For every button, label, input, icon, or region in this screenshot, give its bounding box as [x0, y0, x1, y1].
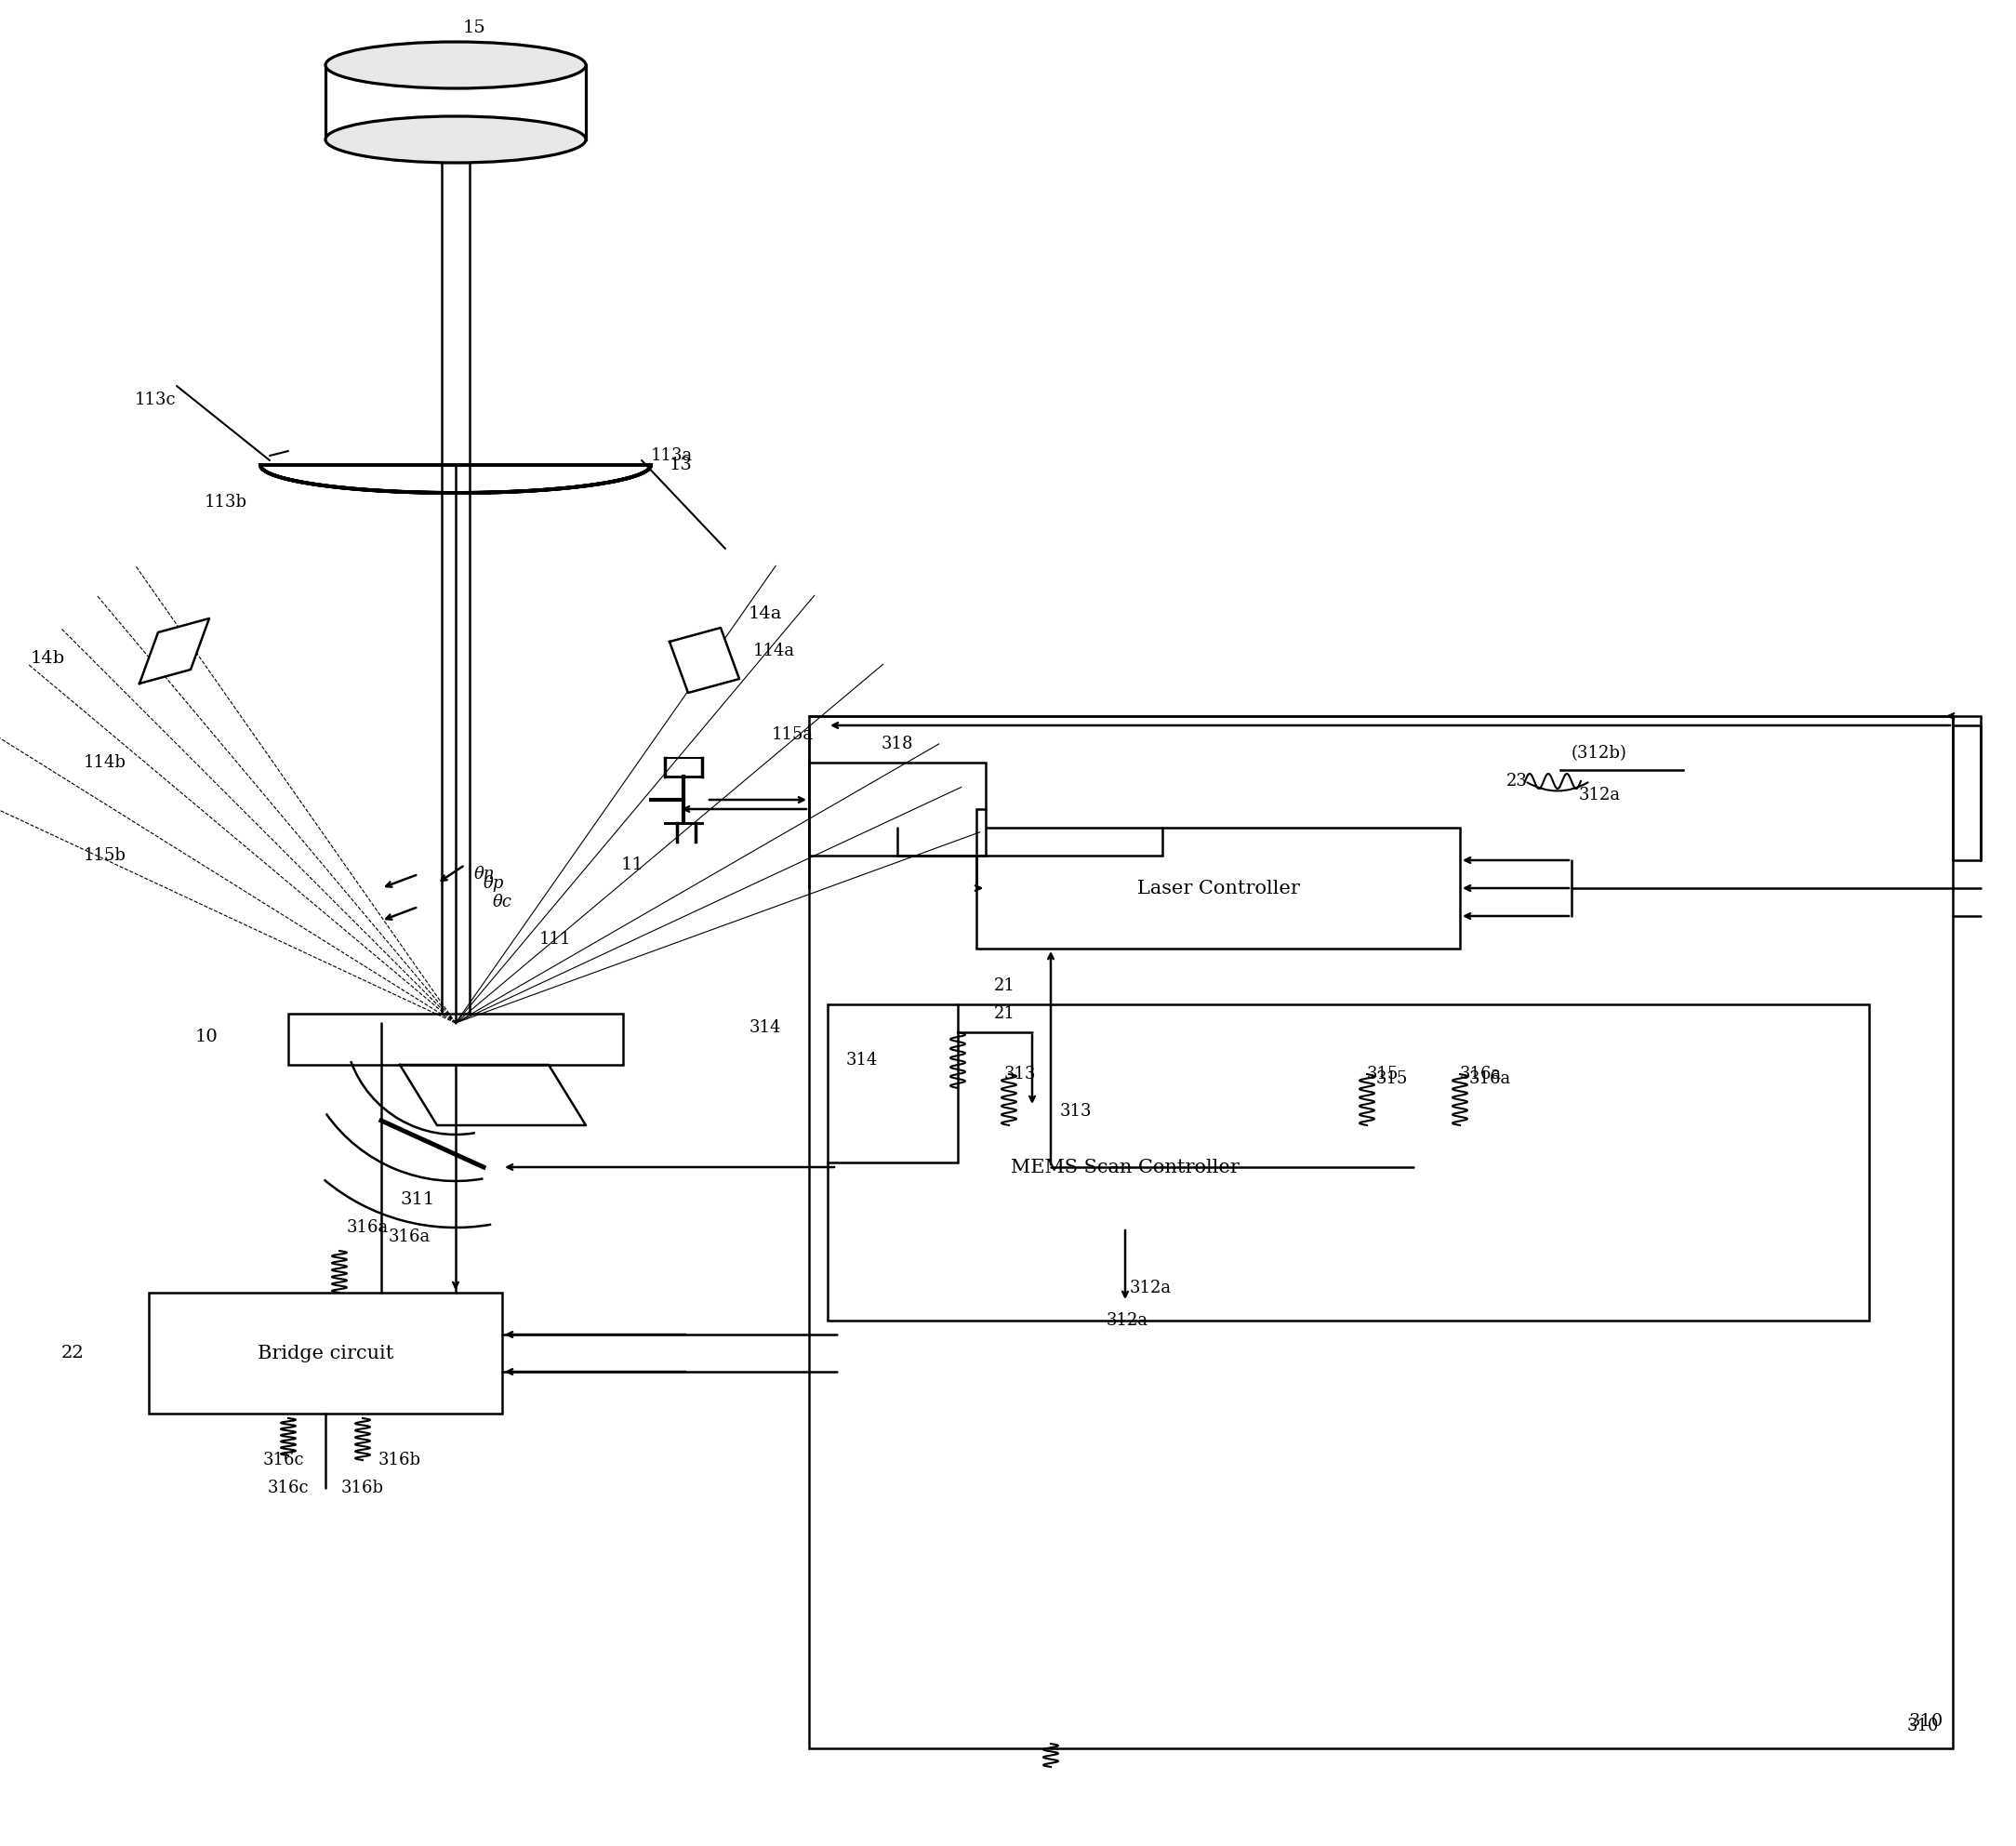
Text: 313: 313 [1060, 1102, 1093, 1121]
Polygon shape [260, 465, 651, 493]
Ellipse shape [325, 42, 587, 89]
Text: 310: 310 [1909, 1713, 1943, 1730]
Bar [325, 65, 587, 140]
Text: 316b: 316b [341, 1480, 383, 1497]
Text: 316c: 316c [268, 1480, 308, 1497]
Bar [976, 827, 1460, 949]
Polygon shape [139, 618, 210, 683]
Text: 13: 13 [669, 456, 694, 473]
Text: 14b: 14b [30, 650, 65, 666]
Text: 313: 313 [1004, 1065, 1036, 1082]
Text: 114b: 114b [85, 755, 127, 772]
Text: 11: 11 [621, 857, 643, 873]
Text: 114a: 114a [754, 642, 794, 659]
Text: θc: θc [492, 893, 512, 910]
Text: 316a: 316a [1470, 1071, 1512, 1087]
Text: θn: θn [474, 866, 496, 882]
Text: 312a: 312a [1129, 1279, 1171, 1296]
Text: 314: 314 [847, 1052, 879, 1069]
Text: 113a: 113a [651, 447, 694, 463]
Text: 111: 111 [540, 930, 571, 947]
Text: 10: 10 [196, 1028, 218, 1045]
Text: MEMS Scan Controller: MEMS Scan Controller [1010, 1157, 1240, 1176]
Bar [829, 1004, 1869, 1320]
Text: 314: 314 [750, 1019, 780, 1036]
Text: 312a: 312a [1579, 786, 1621, 803]
Text: θp: θp [484, 875, 504, 892]
Text: 21: 21 [994, 977, 1014, 995]
Text: 312a: 312a [1107, 1313, 1149, 1329]
Text: 316a: 316a [1460, 1065, 1502, 1082]
Text: 115a: 115a [772, 725, 814, 744]
Text: 316c: 316c [262, 1451, 304, 1468]
Text: 315: 315 [1377, 1071, 1409, 1087]
Text: 14a: 14a [748, 605, 782, 622]
Text: 316a: 316a [347, 1218, 389, 1237]
Text: 113b: 113b [204, 495, 248, 511]
Bar [288, 1013, 623, 1065]
Ellipse shape [325, 116, 587, 162]
Bar [808, 716, 1954, 1748]
Text: 316a: 316a [389, 1228, 429, 1246]
Text: 318: 318 [881, 735, 913, 753]
Text: 310: 310 [1907, 1717, 1939, 1735]
Bar [149, 1292, 502, 1414]
Text: Laser Controller: Laser Controller [1137, 879, 1300, 897]
Bar [808, 762, 986, 855]
Text: 316b: 316b [379, 1451, 421, 1468]
Bar [837, 1106, 1413, 1228]
Text: Bridge circuit: Bridge circuit [258, 1344, 393, 1362]
Text: 115b: 115b [85, 847, 127, 864]
Text: 23: 23 [1506, 773, 1528, 790]
Text: 21: 21 [994, 1006, 1014, 1023]
Text: 315: 315 [1367, 1065, 1399, 1082]
Polygon shape [669, 628, 740, 692]
Text: 311: 311 [399, 1191, 435, 1207]
Text: 15: 15 [464, 20, 486, 37]
Text: 113c: 113c [135, 391, 175, 408]
Text: 22: 22 [60, 1344, 85, 1362]
Text: (312b): (312b) [1572, 746, 1627, 762]
